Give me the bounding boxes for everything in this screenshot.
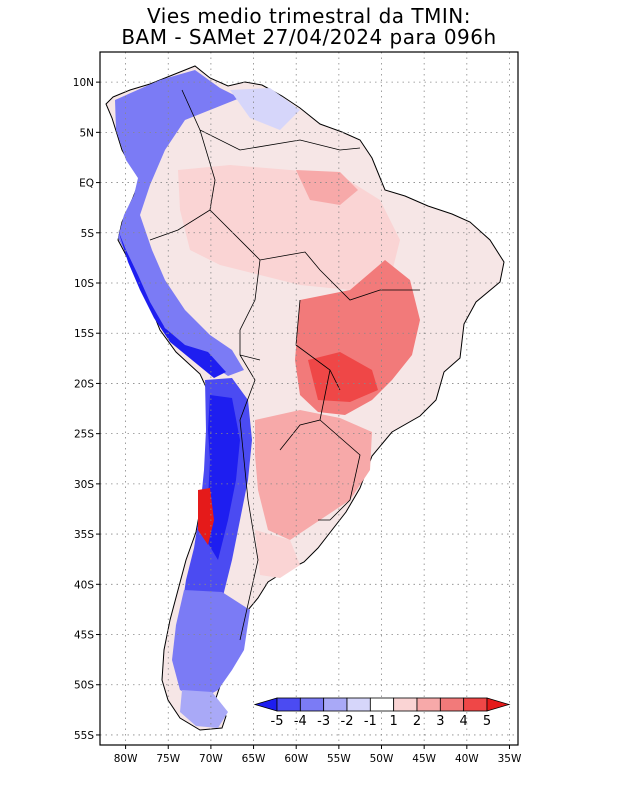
y-tick-label: 10S: [74, 278, 94, 290]
longitude-axis: 80W 75W 70W 65W 60W 55W 50W 45W 40W 35W: [114, 745, 522, 765]
positive-bias-para: [296, 170, 358, 205]
graticule: [100, 52, 518, 745]
weak-negative-bias-south: [180, 690, 228, 728]
negative-bias-andes-north: [115, 70, 244, 376]
colorbar-bin: [393, 697, 418, 712]
colorbar-label: 2: [413, 714, 421, 729]
x-tick-label: 50W: [370, 753, 394, 765]
colorbar-label: -2: [341, 714, 354, 729]
bias-shading: [115, 70, 420, 728]
x-tick-label: 80W: [114, 753, 138, 765]
y-tick-label: 5N: [79, 127, 94, 139]
colorbar-bin: [416, 697, 441, 712]
x-tick-label: 60W: [284, 753, 308, 765]
colorbar: -5 -4 -3 -2 -1 1 2 3 4 5: [253, 697, 511, 729]
colorbar-arrow-high: [486, 697, 511, 712]
x-tick-label: 70W: [199, 753, 223, 765]
strong-positive-bias-pantanal: [308, 352, 378, 402]
positive-bias-chile-spot: [198, 488, 214, 545]
strong-negative-bias-coast: [118, 230, 226, 378]
map-title-line2: BAM - SAMet 27/04/2024 para 096h: [121, 25, 497, 49]
latitude-axis: 10N 5N EQ 5S 10S 15S 20S 25S 30S 35S 40S 45S 50S 55S: [73, 77, 100, 742]
colorbar-label: 1: [390, 714, 398, 729]
y-tick-label: 45S: [74, 630, 94, 642]
y-tick-label: 30S: [74, 479, 94, 491]
colorbar-label: 3: [436, 714, 444, 729]
colorbar-bin: [299, 697, 325, 712]
colorbar-bin: [346, 697, 371, 712]
colorbar-label: -5: [271, 714, 284, 729]
x-tick-label: 40W: [455, 753, 479, 765]
colorbar-label: -1: [364, 714, 377, 729]
colorbar-bin: [439, 697, 465, 712]
colorbar-label: 4: [460, 714, 468, 729]
country-borders: [149, 89, 420, 641]
weak-positive-bias-argentina: [255, 530, 300, 578]
border-lines: [149, 89, 420, 641]
positive-bias-south: [255, 410, 372, 540]
map-title-line1: Vies medio trimestral da TMIN:: [147, 4, 471, 28]
x-tick-label: 55W: [327, 753, 351, 765]
y-tick-label: 35S: [74, 529, 94, 541]
colorbar-label: 5: [483, 714, 491, 729]
y-tick-label: 5S: [81, 228, 95, 240]
weak-negative-bias-northeast: [230, 88, 300, 130]
colorbar-bin: [276, 697, 301, 712]
colorbar-bin: [369, 697, 395, 712]
y-tick-label: 10N: [73, 77, 94, 89]
x-tick-label: 35W: [498, 753, 522, 765]
x-tick-label: 45W: [412, 753, 436, 765]
negative-bias-patagonia: [172, 590, 250, 700]
colorbar-label: -4: [294, 714, 307, 729]
map-frame: [99, 51, 519, 746]
x-tick-label: 75W: [156, 753, 180, 765]
y-tick-label: 25S: [74, 429, 94, 441]
strong-negative-bias-chile-core: [206, 395, 240, 560]
y-tick-label: 20S: [74, 378, 94, 390]
y-tick-label: 15S: [74, 328, 94, 340]
y-tick-label: 40S: [74, 579, 94, 591]
colorbar-arrow-low: [253, 697, 278, 712]
colorbar-bin: [323, 697, 348, 712]
y-tick-label: 50S: [74, 680, 94, 692]
x-tick-label: 65W: [242, 753, 266, 765]
y-tick-label: EQ: [79, 178, 94, 190]
y-tick-label: 55S: [74, 730, 94, 742]
colorbar-label: -3: [317, 714, 330, 729]
colorbar-bin: [463, 697, 488, 712]
